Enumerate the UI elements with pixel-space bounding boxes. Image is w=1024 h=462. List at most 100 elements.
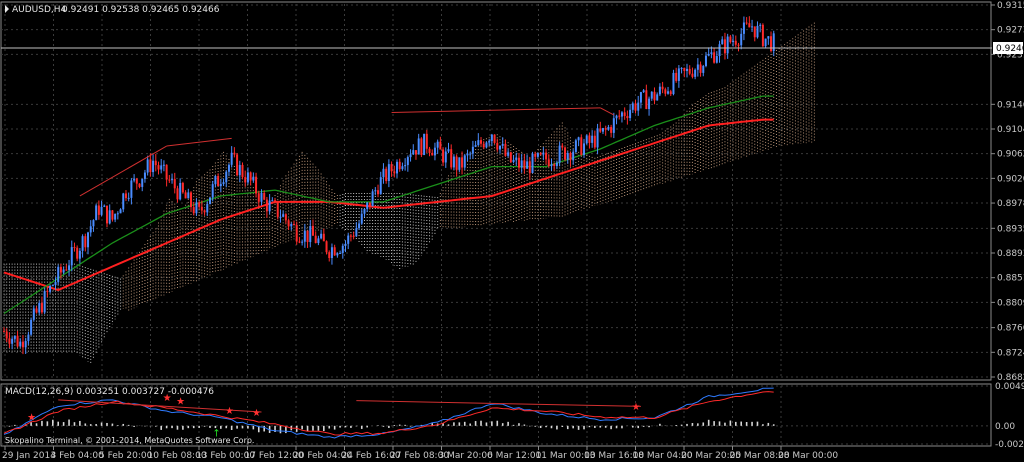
candle[interactable] <box>406 155 409 172</box>
candle[interactable] <box>648 96 651 116</box>
candle[interactable] <box>284 213 287 224</box>
candle[interactable] <box>566 151 569 164</box>
candle[interactable] <box>62 266 65 275</box>
candle[interactable] <box>168 174 171 183</box>
candle[interactable] <box>89 220 92 237</box>
candle[interactable] <box>550 158 553 171</box>
candle[interactable] <box>57 264 60 286</box>
candle[interactable] <box>569 151 572 167</box>
candle[interactable] <box>265 196 268 218</box>
candle[interactable] <box>393 165 396 178</box>
candle[interactable] <box>466 149 469 162</box>
candle[interactable] <box>501 137 504 149</box>
candle[interactable] <box>572 149 575 165</box>
candle[interactable] <box>352 231 355 240</box>
trendline[interactable] <box>391 107 601 114</box>
candle[interactable] <box>3 327 5 333</box>
candle[interactable] <box>46 288 49 298</box>
candle[interactable] <box>190 191 193 212</box>
candle[interactable] <box>561 143 564 150</box>
candle[interactable] <box>271 197 274 202</box>
candle[interactable] <box>70 240 73 272</box>
candle[interactable] <box>667 86 670 95</box>
candle[interactable] <box>696 58 699 77</box>
candle[interactable] <box>480 137 483 147</box>
candle[interactable] <box>442 147 445 167</box>
candle[interactable] <box>401 162 404 171</box>
candle[interactable] <box>686 63 689 78</box>
candle[interactable] <box>653 87 656 105</box>
candle[interactable] <box>322 228 325 242</box>
candle[interactable] <box>73 242 76 252</box>
candle[interactable] <box>246 167 249 185</box>
candle[interactable] <box>32 305 35 322</box>
candle[interactable] <box>677 65 680 88</box>
candle[interactable] <box>626 110 629 125</box>
candle[interactable] <box>458 157 461 173</box>
candle[interactable] <box>414 150 417 160</box>
candle[interactable] <box>38 300 41 316</box>
candle[interactable] <box>143 169 146 183</box>
candle[interactable] <box>165 164 168 187</box>
macd-divergence-line[interactable] <box>356 400 641 407</box>
candle[interactable] <box>114 213 117 223</box>
candle[interactable] <box>293 220 296 226</box>
candle[interactable] <box>108 204 111 225</box>
candle[interactable] <box>43 287 46 315</box>
candle[interactable] <box>214 175 217 188</box>
candle[interactable] <box>236 153 239 177</box>
candle[interactable] <box>181 181 184 194</box>
candle[interactable] <box>244 170 247 187</box>
candle[interactable] <box>409 149 412 162</box>
candle[interactable] <box>295 221 298 245</box>
candle[interactable] <box>707 47 710 57</box>
candle[interactable] <box>417 133 420 155</box>
candle[interactable] <box>607 124 610 131</box>
candle[interactable] <box>756 21 759 39</box>
candle[interactable] <box>396 159 398 178</box>
candle[interactable] <box>347 233 350 250</box>
macd-divergence-line[interactable] <box>58 399 262 413</box>
candle[interactable] <box>13 335 16 343</box>
candle[interactable] <box>49 284 52 294</box>
candle[interactable] <box>287 218 290 231</box>
candle[interactable] <box>436 139 439 154</box>
candle[interactable] <box>238 160 241 182</box>
candle[interactable] <box>328 250 331 262</box>
candle[interactable] <box>623 107 626 120</box>
candle[interactable] <box>534 151 537 162</box>
candle[interactable] <box>751 19 754 32</box>
candle[interactable] <box>330 243 333 265</box>
candle[interactable] <box>154 153 157 172</box>
candle[interactable] <box>488 139 491 146</box>
candle[interactable] <box>173 172 176 194</box>
candle[interactable] <box>349 233 352 242</box>
candle[interactable] <box>740 28 743 50</box>
candle[interactable] <box>713 48 716 64</box>
candle[interactable] <box>97 200 100 220</box>
candle[interactable] <box>122 192 125 213</box>
candle[interactable] <box>428 146 431 157</box>
candle[interactable] <box>368 202 371 210</box>
candle[interactable] <box>260 189 263 206</box>
candle[interactable] <box>54 277 57 290</box>
candle[interactable] <box>672 69 675 96</box>
candle[interactable] <box>127 192 130 202</box>
candle[interactable] <box>444 147 447 168</box>
candle[interactable] <box>745 17 748 25</box>
candle[interactable] <box>718 40 721 63</box>
candle[interactable] <box>526 154 529 169</box>
candle[interactable] <box>455 154 458 177</box>
candle[interactable] <box>314 231 317 244</box>
candle[interactable] <box>290 222 293 231</box>
candle[interactable] <box>387 159 390 188</box>
candle[interactable] <box>596 123 599 155</box>
candle[interactable] <box>162 160 165 172</box>
candle[interactable] <box>390 161 393 177</box>
candle[interactable] <box>309 219 312 248</box>
candle[interactable] <box>634 99 637 114</box>
candle[interactable] <box>688 65 691 76</box>
candle[interactable] <box>65 264 68 271</box>
candle[interactable] <box>11 336 14 350</box>
candle[interactable] <box>420 137 423 158</box>
